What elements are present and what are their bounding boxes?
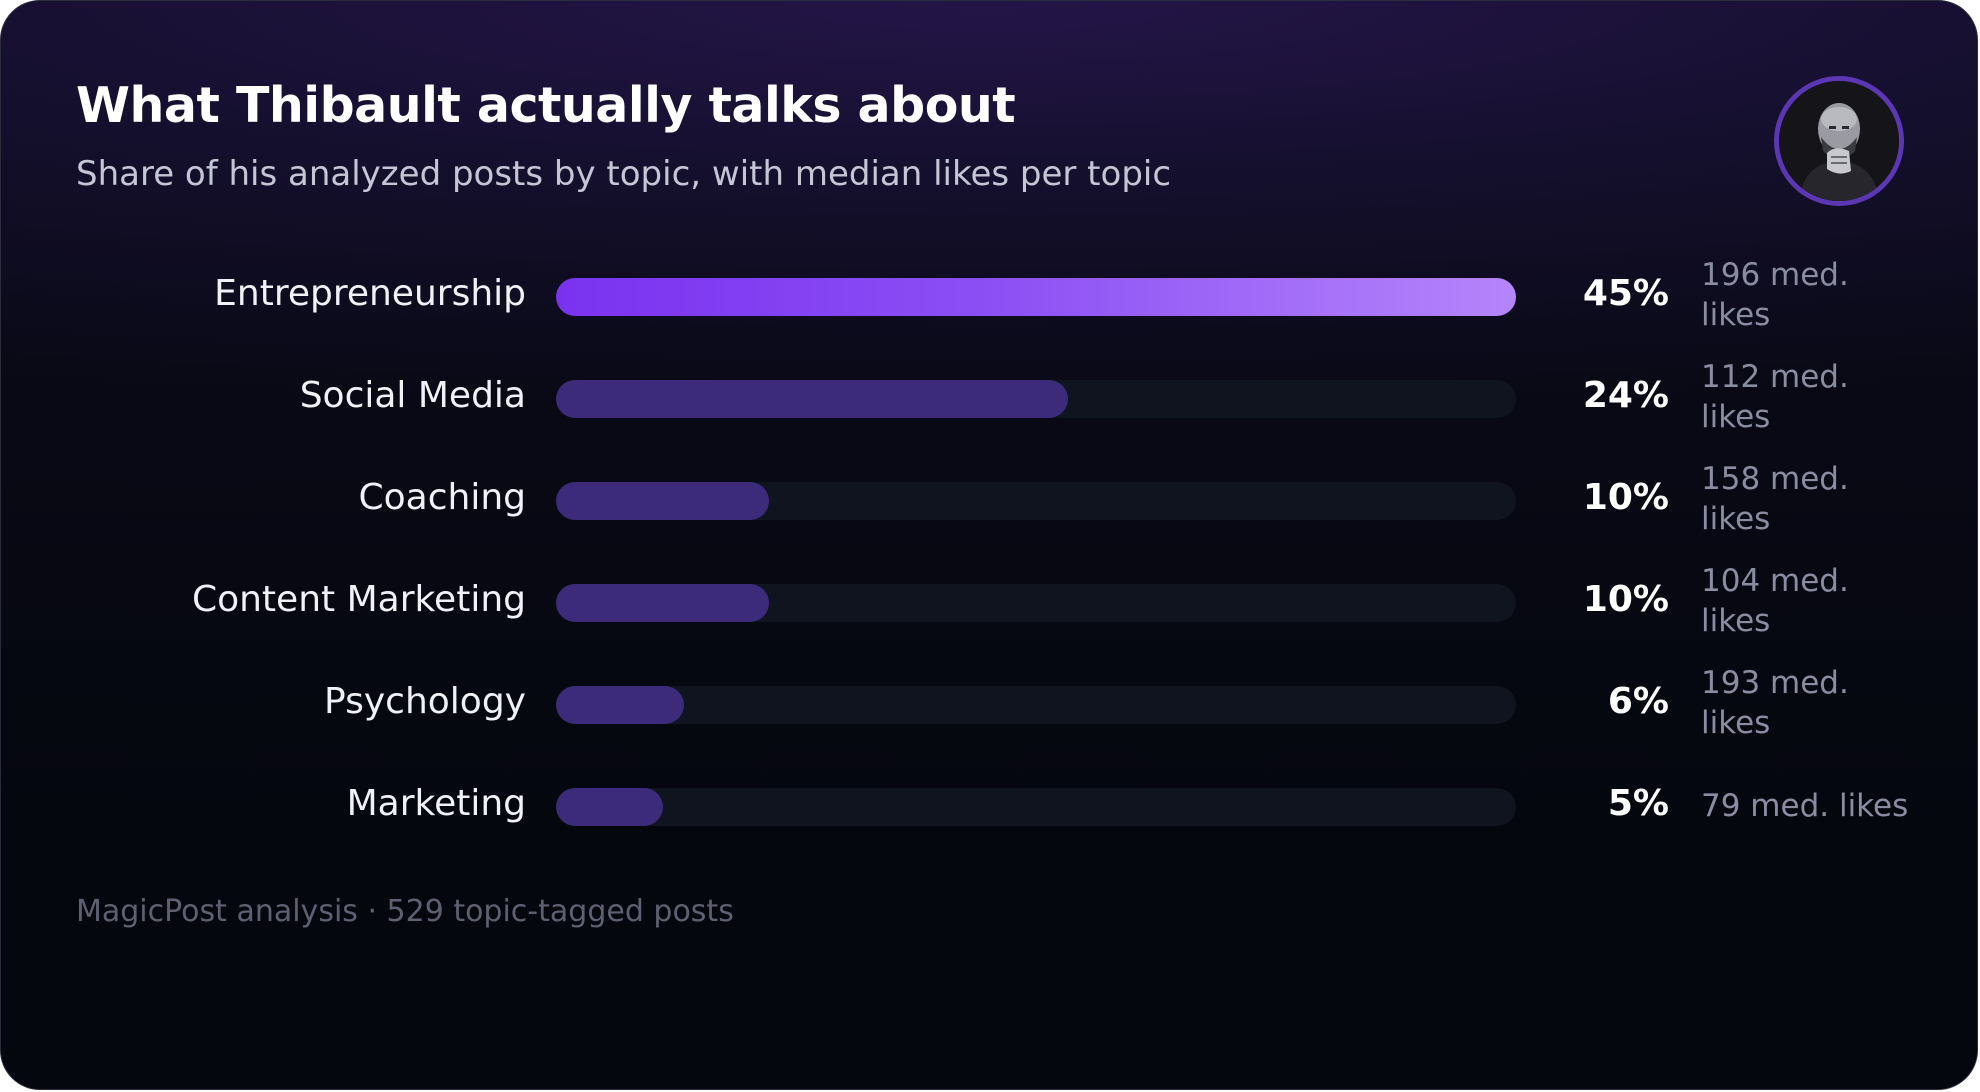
chart-subtitle: Share of his analyzed posts by topic, wi…	[76, 154, 1172, 194]
category-label: Content Marketing	[191, 579, 526, 620]
bar	[556, 482, 770, 520]
value-label: 6%	[1607, 681, 1669, 722]
bar-row: Content Marketing 10% 104 med. likes	[1, 563, 1977, 667]
bar	[556, 686, 684, 724]
bar-track	[556, 380, 1516, 418]
value-label: 24%	[1582, 375, 1669, 416]
bar-row: Social Media 24% 112 med. likes	[1, 359, 1977, 463]
category-label: Entrepreneurship	[214, 273, 526, 314]
bar-track	[556, 788, 1516, 826]
category-label: Social Media	[299, 375, 526, 416]
median-likes-label: 193 med. likes	[1701, 665, 1849, 741]
category-label: Psychology	[324, 681, 526, 722]
bar-row: Psychology 6% 193 med. likes	[1, 665, 1977, 769]
bar-row: Marketing 5% 79 med. likes	[1, 769, 1977, 871]
bar-track	[556, 482, 1516, 520]
bar-row: Entrepreneurship 45% 196 med. likes	[1, 257, 1977, 361]
value-label: 5%	[1607, 783, 1669, 824]
bar-row: Coaching 10% 158 med. likes	[1, 461, 1977, 565]
bar	[556, 584, 770, 622]
value-label: 10%	[1582, 579, 1669, 620]
median-likes-label: 79 med. likes	[1701, 788, 1909, 824]
median-likes-label: 196 med. likes	[1701, 257, 1849, 333]
bar	[556, 380, 1068, 418]
bar	[556, 788, 663, 826]
median-likes-label: 104 med. likes	[1701, 563, 1849, 639]
category-label: Marketing	[346, 783, 526, 824]
avatar	[1774, 76, 1904, 206]
value-label: 10%	[1582, 477, 1669, 518]
avatar-portrait-icon	[1779, 81, 1899, 201]
median-likes-label: 112 med. likes	[1701, 359, 1849, 435]
median-likes-label: 158 med. likes	[1701, 461, 1849, 537]
bar	[556, 278, 1516, 316]
chart-title: What Thibault actually talks about	[76, 77, 1016, 134]
chart-footer-source: MagicPost analysis · 529 topic-tagged po…	[76, 894, 734, 929]
value-label: 45%	[1582, 273, 1669, 314]
category-label: Coaching	[358, 477, 526, 518]
bar-track	[556, 686, 1516, 724]
bar-track	[556, 584, 1516, 622]
bar-track	[556, 278, 1516, 316]
